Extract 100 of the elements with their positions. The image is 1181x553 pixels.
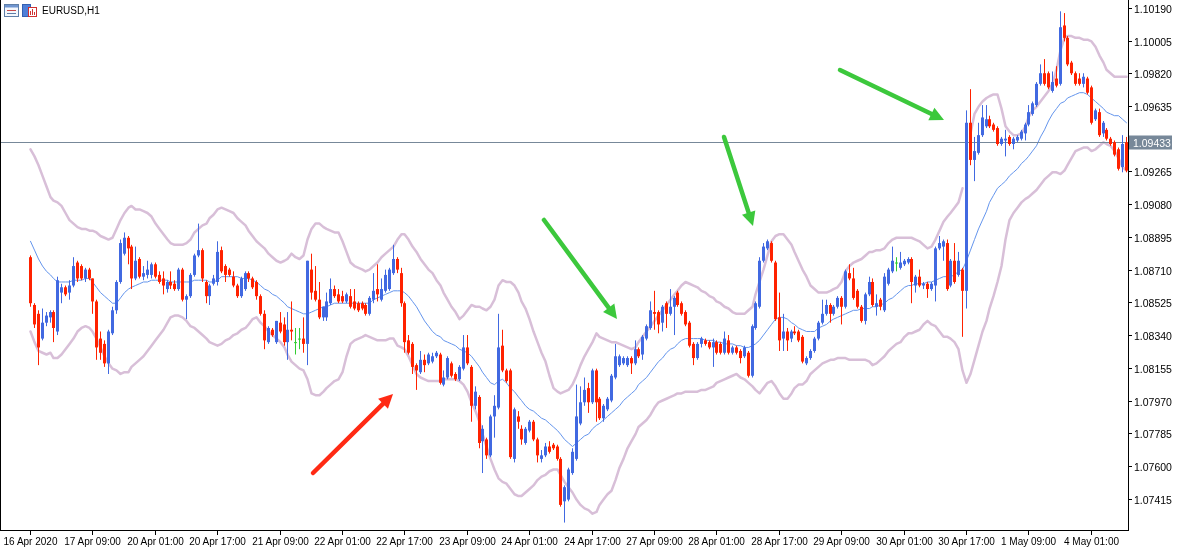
candlestick: [310, 253, 313, 301]
candlestick: [942, 239, 945, 262]
candlestick: [485, 437, 488, 460]
candlestick: [747, 350, 750, 379]
candlestick: [185, 293, 188, 320]
candlestick: [1098, 108, 1101, 138]
candlestick: [72, 256, 75, 288]
candlestick: [205, 279, 208, 304]
candlestick: [283, 316, 286, 347]
candlestick: [657, 309, 660, 334]
candlestick: [318, 281, 321, 320]
y-tick-label: 1.08155: [1134, 362, 1173, 375]
candlestick: [368, 295, 371, 317]
candlestick: [134, 246, 137, 281]
candlestick: [419, 350, 422, 375]
candlestick: [953, 242, 956, 285]
candlestick: [583, 377, 586, 407]
candlestick: [840, 295, 843, 325]
candlestick: [817, 320, 820, 341]
x-tick-label: 16 Apr 2020: [3, 536, 58, 547]
candlestick: [177, 267, 180, 292]
candlestick: [474, 385, 477, 410]
candlestick: [821, 299, 824, 325]
y-tick-label: 1.10005: [1134, 35, 1173, 48]
x-tick-label: 28 Apr 01:00: [688, 536, 746, 547]
candlestick: [298, 327, 301, 350]
candlestick: [996, 125, 999, 147]
candlestick: [193, 253, 196, 278]
y-tick-label: 1.07785: [1134, 427, 1173, 440]
x-tick-label: 17 Apr 09:00: [64, 536, 122, 547]
candlestick: [197, 223, 200, 258]
y-tick-label: 1.07970: [1134, 395, 1173, 408]
y-tick-label: 1.07415: [1134, 493, 1173, 506]
ref-line-label: 1.09433: [1133, 136, 1172, 149]
x-tick-label: 27 Apr 09:00: [626, 536, 684, 547]
candlestick: [446, 355, 449, 380]
x-tick-label: 29 Apr 09:00: [813, 536, 871, 547]
chart-title: EURUSD,H1: [42, 5, 101, 16]
candlestick: [290, 300, 293, 341]
candlestick: [973, 136, 976, 182]
line-series: [29, 140, 1128, 515]
candlestick: [76, 260, 79, 283]
candlestick: [653, 290, 656, 331]
candlestick: [868, 276, 871, 297]
candlestick: [536, 437, 539, 463]
candlestick: [314, 265, 317, 302]
candlestick: [259, 293, 262, 317]
candlestick: [103, 339, 106, 368]
candlestick: [349, 288, 352, 310]
candlestick: [661, 304, 664, 333]
candlestick: [782, 313, 785, 352]
candlestick: [162, 270, 165, 295]
candlestick: [208, 283, 211, 306]
y-tick-label: 1.10190: [1134, 2, 1173, 15]
candlestick: [961, 267, 964, 338]
x-tick-label: 4 May 01:00: [1063, 536, 1120, 547]
candlestick: [255, 279, 258, 301]
candlestick: [138, 256, 141, 279]
candlestick: [411, 341, 414, 375]
y-tick-label: 1.08895: [1134, 231, 1173, 244]
candlestick: [220, 246, 223, 274]
line-series: [30, 92, 1127, 447]
y-tick-label: 1.09080: [1134, 198, 1173, 211]
candlestick: [294, 327, 297, 356]
x-tick-label: 30 Apr 17:00: [938, 536, 996, 547]
candlestick: [380, 277, 383, 302]
y-tick-label: 1.09265: [1134, 165, 1173, 178]
y-tick-label: 1.08525: [1134, 296, 1173, 309]
x-tick-label: 28 Apr 17:00: [751, 536, 809, 547]
candlestick: [1051, 70, 1054, 94]
candlestick: [770, 240, 773, 264]
candlestick: [520, 424, 523, 446]
candlestick: [41, 308, 44, 341]
candlestick: [353, 288, 356, 311]
candlestick: [977, 122, 980, 156]
candlestick: [895, 256, 898, 272]
candlestick: [189, 272, 192, 299]
candlestick: [466, 334, 469, 366]
candlestick: [302, 316, 305, 354]
candlestick: [727, 334, 730, 356]
y-tick-label: 1.09820: [1134, 67, 1173, 80]
x-tick-label: 22 Apr 01:00: [314, 536, 372, 547]
candlestick: [665, 300, 668, 329]
candlestick: [240, 276, 243, 299]
y-tick-label: 1.07600: [1134, 460, 1173, 473]
candlestick: [532, 419, 535, 442]
x-tick-label: 1 May 09:00: [1000, 536, 1057, 547]
x-tick-label: 30 Apr 01:00: [876, 536, 934, 547]
x-tick-label: 24 Apr 01:00: [501, 536, 559, 547]
candlestick: [871, 277, 874, 308]
y-tick-label: 1.08340: [1134, 329, 1173, 342]
candlestick: [68, 279, 71, 301]
x-tick-label: 22 Apr 17:00: [376, 536, 434, 547]
candlestick: [957, 251, 960, 278]
y-tick-label: 1.09635: [1134, 100, 1173, 113]
candlestick: [1039, 63, 1042, 87]
candlestick: [723, 331, 726, 356]
candlestick: [286, 311, 289, 361]
candlestick: [762, 242, 765, 264]
candlestick: [1121, 134, 1124, 173]
